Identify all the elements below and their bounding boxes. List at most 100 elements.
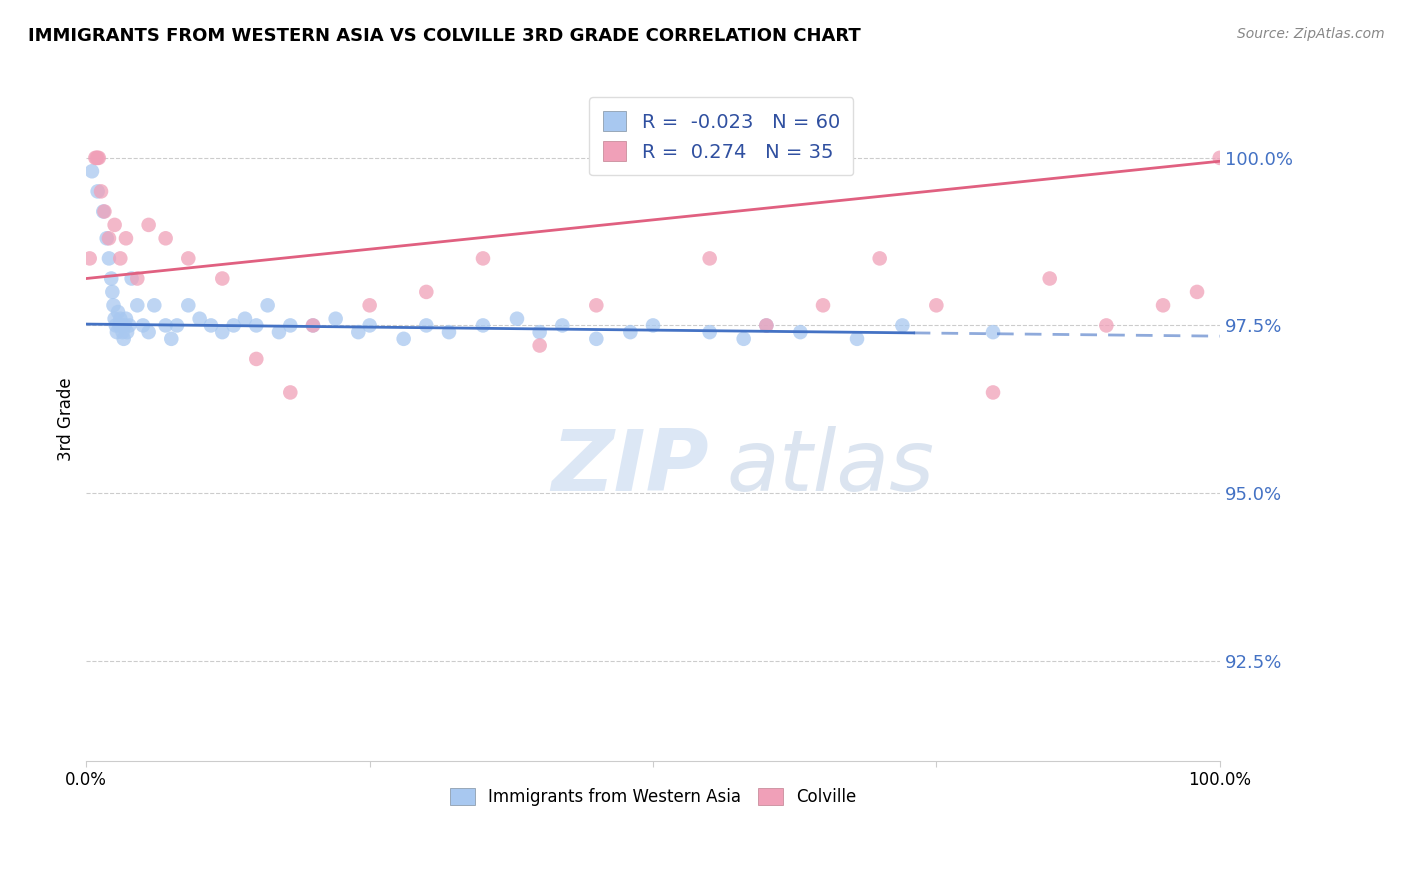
Point [104,218,127,232]
Point [86,151,108,165]
Text: ZIP: ZIP [551,425,709,508]
Point [132,318,155,333]
Point [110,318,132,333]
Point [302,318,325,333]
Point [1185,285,1208,299]
Text: atlas: atlas [727,425,935,508]
Point [699,252,721,266]
Point [359,318,381,333]
Point [121,271,143,285]
Point [79,252,101,266]
Point [93,204,115,219]
Point [278,385,301,400]
Point [86,185,108,199]
Point [472,252,495,266]
Point [118,318,141,333]
Point [115,231,138,245]
Point [111,325,134,339]
Point [437,325,460,339]
Point [233,311,256,326]
Point [127,271,149,285]
Point [177,298,200,312]
Point [1152,298,1174,312]
Point [811,298,834,312]
Point [166,318,188,333]
Point [104,318,127,333]
Point [619,325,641,339]
Point [211,325,233,339]
Point [529,338,551,352]
Point [115,325,138,339]
Point [138,325,160,339]
Point [529,325,551,339]
Point [110,311,132,326]
Point [97,231,120,245]
Point [155,231,177,245]
Point [1209,151,1232,165]
Point [267,325,290,339]
Point [200,318,222,333]
Point [143,298,166,312]
Point [302,318,325,333]
Point [160,332,183,346]
Point [733,332,755,346]
Point [585,332,607,346]
Point [789,325,811,339]
Point [80,164,103,178]
Point [104,311,127,326]
Point [415,285,437,299]
Point [981,385,1004,400]
Point [981,325,1004,339]
Point [177,252,200,266]
Point [392,332,415,346]
Point [108,318,131,333]
Point [869,252,891,266]
Point [245,318,267,333]
Point [87,151,110,165]
Point [138,218,160,232]
Point [245,351,267,366]
Y-axis label: 3rd Grade: 3rd Grade [58,377,75,461]
Point [755,318,778,333]
Point [359,298,381,312]
Point [415,318,437,333]
Point [100,271,122,285]
Point [699,325,721,339]
Point [101,285,124,299]
Point [97,252,120,266]
Point [551,318,574,333]
Point [472,318,495,333]
Point [103,298,125,312]
Point [925,298,948,312]
Point [110,252,132,266]
Point [278,318,301,333]
Point [91,204,114,219]
Point [1095,318,1118,333]
Point [222,318,245,333]
Point [256,298,278,312]
Point [641,318,664,333]
Point [347,325,370,339]
Point [755,318,778,333]
Point [506,311,529,326]
Text: Source: ZipAtlas.com: Source: ZipAtlas.com [1237,27,1385,41]
Point [84,151,107,165]
Point [105,325,128,339]
Point [188,311,211,326]
Point [155,318,177,333]
Point [115,311,138,326]
Point [114,318,136,333]
Point [891,318,914,333]
Point [90,185,112,199]
Text: IMMIGRANTS FROM WESTERN ASIA VS COLVILLE 3RD GRADE CORRELATION CHART: IMMIGRANTS FROM WESTERN ASIA VS COLVILLE… [28,27,860,45]
Point [127,298,149,312]
Point [86,151,108,165]
Point [585,298,607,312]
Point [107,305,129,319]
Point [96,231,118,245]
Point [1039,271,1062,285]
Point [325,311,347,326]
Point [211,271,233,285]
Point [846,332,869,346]
Point [112,332,135,346]
